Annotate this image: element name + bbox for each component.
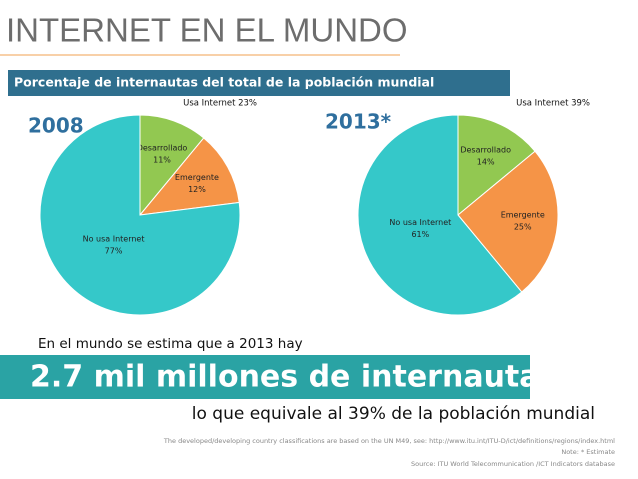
- followup-text: lo que equivale al 39% de la población m…: [192, 404, 595, 424]
- slice-label: Desarrollado: [137, 143, 188, 152]
- pie-slice: [138, 137, 240, 216]
- pie-slice: [457, 150, 559, 293]
- slice-label: No usa Internet: [389, 218, 451, 227]
- headline-banner: [0, 355, 530, 399]
- pie-title: 2008: [28, 114, 84, 138]
- pie-slice: [139, 114, 205, 217]
- slice-label: No usa Internet: [83, 235, 145, 244]
- pie-slice: [357, 114, 523, 316]
- pie-slice: [39, 114, 241, 316]
- pie-slice: [457, 114, 536, 217]
- footnote: The developed/developing country classif…: [163, 437, 615, 445]
- slice-value-label: 11%: [153, 155, 171, 164]
- footnote: Note: * Estimate: [561, 448, 615, 456]
- slice-value-label: 61%: [411, 230, 429, 239]
- pie-title: 2013*: [325, 110, 392, 134]
- slice-value-label: 77%: [105, 247, 123, 256]
- subtitle-banner: [8, 70, 510, 96]
- slice-label: Emergente: [501, 211, 545, 220]
- slice-label: Emergente: [175, 173, 219, 182]
- slice-value-label: 25%: [514, 223, 532, 232]
- pie-annotation: Usa Internet 23%: [183, 99, 257, 109]
- lead-text: En el mundo se estima que a 2013 hay: [38, 336, 303, 352]
- slide-title: INTERNET EN EL MUNDO: [6, 12, 408, 49]
- pie-annotation: Usa Internet 39%: [516, 99, 590, 109]
- slice-value-label: 12%: [188, 185, 206, 194]
- headline: 2.7 mil millones de internautas: [30, 360, 557, 395]
- slice-label: Desarrollado: [460, 146, 511, 155]
- slice-value-label: 14%: [477, 158, 495, 167]
- subtitle: Porcentaje de internautas del total de l…: [14, 75, 434, 90]
- footnote: Source: ITU World Telecommunication /ICT…: [411, 460, 615, 468]
